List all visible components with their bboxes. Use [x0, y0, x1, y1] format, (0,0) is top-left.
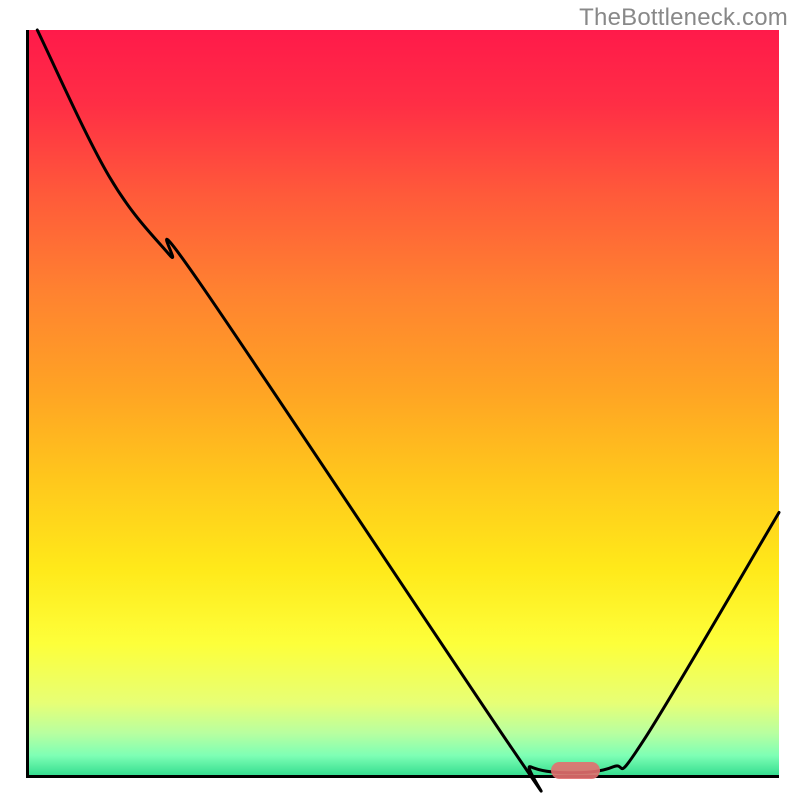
chart-plot-area [26, 30, 779, 778]
chart-highlight-marker [551, 762, 600, 778]
chart-line-path [37, 30, 779, 791]
watermark-text: TheBottleneck.com [579, 4, 788, 32]
chart-line-series [26, 30, 779, 778]
